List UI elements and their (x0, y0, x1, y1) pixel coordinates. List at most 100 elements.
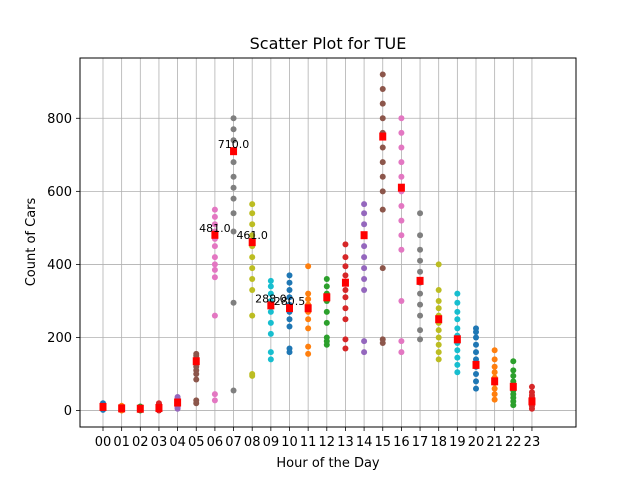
data-point (286, 323, 293, 330)
data-point (342, 272, 349, 279)
data-point (454, 325, 461, 332)
median-marker (491, 377, 499, 386)
data-point (249, 265, 256, 272)
data-point (361, 349, 368, 356)
data-point (417, 246, 424, 253)
median-marker (360, 231, 368, 240)
data-point (249, 276, 256, 283)
data-point (230, 387, 237, 394)
median-marker (192, 357, 200, 366)
data-point (361, 201, 368, 208)
data-point (435, 334, 442, 341)
data-point (230, 115, 237, 122)
median-annotation: 280.5 (274, 295, 306, 308)
median-annotation: 461.0 (236, 229, 268, 242)
data-point (454, 347, 461, 354)
data-point (361, 276, 368, 283)
median-markers (99, 132, 536, 413)
data-point (193, 350, 200, 357)
median-marker (323, 293, 331, 302)
x-tick-label: 12 (319, 435, 336, 450)
data-point (230, 137, 237, 144)
data-point (435, 261, 442, 268)
data-point (305, 343, 312, 350)
data-point (454, 354, 461, 361)
x-axis: 00 01 02 03 04 05 06 07 08 09 10 11 12 13 14 15 16 17 18 19… (95, 427, 540, 450)
y-tick-label: 400 (47, 258, 72, 273)
y-axis: 0 200 400 600 800 (47, 112, 80, 419)
data-point (379, 188, 386, 195)
data-point (435, 305, 442, 312)
data-point (491, 391, 498, 398)
data-point (398, 202, 405, 209)
data-point (249, 312, 256, 319)
data-point (379, 71, 386, 78)
median-marker (435, 315, 443, 324)
data-point (473, 349, 479, 356)
data-point (193, 376, 200, 383)
data-point (342, 286, 349, 293)
data-point (211, 221, 218, 228)
data-point (417, 336, 424, 343)
median-marker (472, 360, 480, 369)
data-point (305, 350, 312, 357)
data-point (193, 397, 200, 404)
median-marker (453, 335, 461, 344)
data-point (361, 286, 368, 293)
y-tick-label: 800 (47, 112, 72, 127)
median-annotation: 288.0 (255, 292, 287, 305)
data-point (342, 305, 349, 312)
data-point (454, 369, 461, 376)
data-point (267, 330, 274, 337)
x-tick-label: 05 (188, 435, 205, 450)
median-marker (509, 382, 517, 391)
data-point (491, 385, 498, 392)
x-tick-label: 20 (468, 435, 485, 450)
data-point (417, 301, 424, 308)
median-marker (304, 304, 312, 313)
data-point (249, 371, 256, 378)
x-tick-label: 03 (151, 435, 168, 450)
data-point (398, 159, 405, 166)
data-point (417, 312, 424, 319)
data-point (491, 369, 498, 376)
data-point (435, 356, 442, 363)
data-point (398, 129, 405, 136)
data-point (230, 228, 237, 235)
data-point (323, 283, 330, 290)
data-point (398, 232, 405, 239)
x-tick-label: 09 (263, 435, 280, 450)
x-tick-label: 22 (505, 435, 522, 450)
data-point (361, 221, 368, 228)
median-marker (99, 402, 107, 411)
data-point (491, 396, 498, 403)
data-point (361, 265, 368, 272)
data-point (342, 263, 349, 270)
y-tick-label: 0 (64, 404, 72, 419)
data-point (230, 173, 237, 180)
median-marker (230, 147, 238, 156)
data-point (473, 325, 479, 332)
data-point (398, 173, 405, 180)
data-point (230, 184, 237, 191)
chart-title: Scatter Plot for TUE (250, 34, 407, 53)
data-point (249, 286, 256, 293)
x-tick-label: 07 (225, 435, 242, 450)
data-point (454, 361, 461, 368)
data-point (211, 243, 218, 250)
median-marker (174, 398, 182, 407)
plot-frame (79, 57, 577, 428)
data-point (230, 159, 237, 166)
data-point (342, 345, 349, 352)
data-point (249, 210, 256, 217)
data-point (379, 115, 386, 122)
data-point (435, 286, 442, 293)
x-tick-label: 06 (207, 435, 224, 450)
data-point (417, 210, 424, 217)
median-marker (397, 183, 405, 192)
data-point (305, 263, 312, 270)
x-tick-label: 08 (244, 435, 261, 450)
x-tick-label: 15 (374, 435, 391, 450)
data-point (211, 312, 218, 319)
data-point (510, 367, 517, 374)
